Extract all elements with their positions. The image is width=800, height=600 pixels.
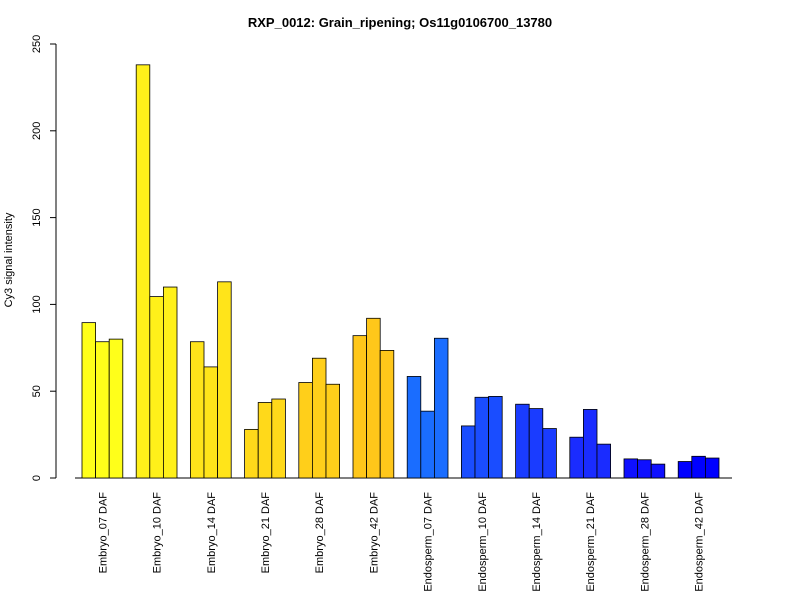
bar (420, 410, 435, 479)
bar (271, 398, 286, 479)
bar (95, 341, 110, 479)
x-tick-label: Endosperm_28 DAF (639, 492, 651, 592)
bar (637, 459, 652, 479)
bar (569, 436, 584, 479)
bar (528, 408, 544, 479)
bar (474, 396, 490, 479)
bar (81, 322, 97, 479)
bar (366, 317, 381, 479)
bar (325, 383, 341, 479)
x-tick-label: Embryo_21 DAF (260, 492, 272, 574)
y-axis-label: Cy3 signal intensity (3, 212, 15, 307)
bars-group (81, 64, 720, 479)
bar (677, 461, 693, 479)
bar (406, 376, 422, 479)
y-tick-label: 0 (31, 475, 43, 481)
bar (623, 458, 639, 479)
y-tick-label: 250 (31, 35, 43, 53)
bar (460, 425, 476, 479)
bar (352, 335, 368, 479)
x-tick-label: Endosperm_07 DAF (423, 492, 435, 592)
y-tick-label: 150 (31, 208, 43, 226)
x-tick-label: Embryo_14 DAF (206, 492, 218, 574)
y-tick-label: 50 (31, 385, 43, 397)
bar (596, 443, 612, 479)
x-tick-label: Endosperm_42 DAF (694, 492, 706, 592)
bar (311, 357, 327, 479)
bar (108, 338, 124, 479)
bar (488, 396, 503, 479)
y-tick-label: 200 (31, 122, 43, 140)
bar (515, 403, 530, 479)
category-labels: Embryo_07 DAF Embryo_10 DAF Embryo_14 DAF E… (97, 492, 705, 592)
bar (705, 457, 720, 479)
x-tick-label: Endosperm_14 DAF (531, 492, 543, 592)
bar (217, 281, 232, 479)
bar (650, 463, 666, 479)
x-tick-label: Embryo_28 DAF (314, 492, 326, 574)
bar (379, 350, 395, 479)
bar (135, 64, 151, 479)
bar (244, 428, 259, 479)
bar (162, 286, 178, 479)
x-tick-label: Embryo_10 DAF (152, 492, 164, 574)
x-tick-label: Embryo_07 DAF (97, 492, 109, 574)
bar (583, 409, 598, 479)
chart-title: RXP_0012: Grain_ripening; Os11g0106700_1… (248, 15, 552, 30)
y-axis: 0 50 100 150 200 250 (31, 35, 57, 481)
bar (298, 382, 313, 479)
x-tick-label: Endosperm_10 DAF (477, 492, 489, 592)
y-tick-label: 100 (31, 295, 43, 313)
bar (149, 296, 164, 479)
bar (433, 337, 449, 479)
bar (257, 402, 273, 479)
bar (542, 428, 557, 479)
x-tick-label: Embryo_42 DAF (368, 492, 380, 574)
bar (203, 366, 219, 479)
bar (189, 341, 205, 479)
x-tick-label: Endosperm_21 DAF (585, 492, 597, 592)
bar (691, 455, 706, 479)
